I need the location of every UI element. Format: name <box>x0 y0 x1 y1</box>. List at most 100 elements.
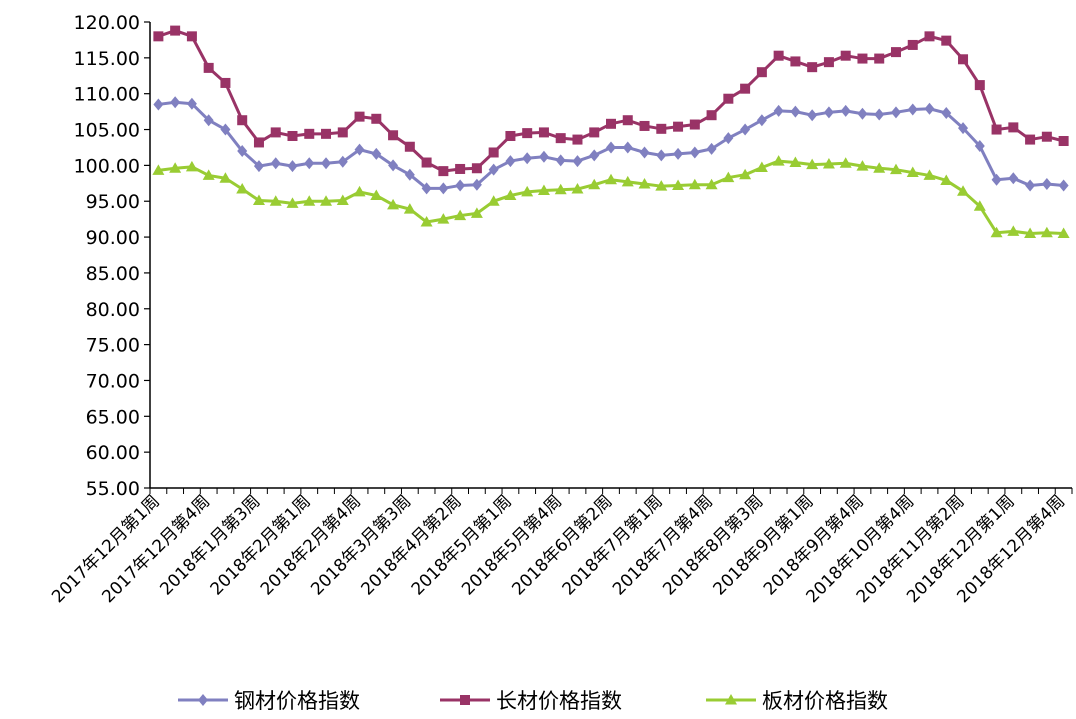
data-point <box>890 106 901 119</box>
data-point <box>186 97 197 110</box>
data-point <box>706 142 717 155</box>
data-point <box>455 179 466 192</box>
data-point <box>420 216 433 227</box>
y-tick-label: 80.00 <box>86 299 140 321</box>
data-point <box>371 113 382 124</box>
data-point <box>353 185 366 197</box>
data-point <box>656 123 667 134</box>
y-tick-label: 85.00 <box>86 263 140 285</box>
legend: 钢材价格指数 长材价格指数 板材价格指数 <box>178 689 888 713</box>
data-point <box>638 178 651 189</box>
data-point <box>219 172 232 183</box>
data-point <box>957 185 970 196</box>
data-point <box>873 162 886 173</box>
legend-marker <box>198 694 208 706</box>
y-tick-label: 55.00 <box>86 478 140 500</box>
data-point <box>203 62 214 73</box>
y-axis-ticks: 55.00 60.00 65.00 70.00 75.00 80.00 85.00 90.00… <box>74 12 150 500</box>
data-point <box>807 109 818 122</box>
data-point <box>354 143 365 156</box>
data-point <box>421 182 432 195</box>
legend-item-2: 长材价格指数 <box>440 689 622 713</box>
data-point <box>924 31 935 42</box>
data-point <box>236 183 249 194</box>
data-point <box>220 123 231 136</box>
data-point <box>454 209 467 221</box>
data-point <box>269 195 282 206</box>
data-point <box>941 107 952 120</box>
data-point <box>387 198 400 210</box>
data-point <box>202 169 215 180</box>
data-point <box>1041 131 1052 142</box>
data-point <box>706 110 717 121</box>
y-tick-label: 65.00 <box>86 406 140 428</box>
data-point <box>220 77 231 88</box>
data-point <box>522 152 533 165</box>
legend-marker <box>725 694 737 705</box>
data-point <box>237 145 248 158</box>
data-point <box>287 160 298 173</box>
data-point <box>606 141 616 154</box>
data-point <box>974 140 985 153</box>
data-point <box>789 156 802 168</box>
data-point <box>889 163 902 175</box>
data-point <box>756 67 767 78</box>
data-point <box>973 200 986 211</box>
data-point <box>639 146 650 159</box>
data-point <box>1025 179 1036 192</box>
data-point <box>186 31 197 42</box>
data-point <box>723 132 734 145</box>
data-point <box>790 105 801 118</box>
data-point <box>723 93 734 104</box>
data-point <box>1058 179 1069 192</box>
data-point <box>605 173 617 185</box>
data-point <box>487 195 500 206</box>
data-point <box>874 108 885 121</box>
data-point <box>153 31 164 42</box>
data-point <box>505 155 516 168</box>
data-point <box>471 163 482 174</box>
data-point <box>388 130 399 141</box>
data-point <box>304 128 315 139</box>
data-point <box>857 53 868 64</box>
data-point <box>856 160 869 171</box>
axes <box>149 22 1072 489</box>
series-line <box>158 159 1064 235</box>
data-point <box>823 57 834 68</box>
data-point <box>354 111 365 122</box>
data-point <box>740 83 751 94</box>
legend-label: 长材价格指数 <box>496 689 622 713</box>
data-point <box>252 194 265 206</box>
data-point <box>806 158 819 170</box>
legend-label: 钢材价格指数 <box>234 689 360 713</box>
y-tick-label: 95.00 <box>86 191 140 213</box>
data-point <box>203 114 214 127</box>
data-point <box>689 119 700 130</box>
data-point <box>673 147 684 160</box>
data-point <box>1008 172 1019 185</box>
data-point <box>673 121 684 132</box>
legend-label: 板材价格指数 <box>762 689 888 713</box>
data-point <box>588 178 601 190</box>
data-point <box>304 157 315 170</box>
series-layer <box>152 25 1070 238</box>
data-point <box>990 226 1003 238</box>
data-point <box>991 124 1002 135</box>
data-point <box>672 179 685 190</box>
data-point <box>320 195 333 206</box>
data-point <box>874 53 885 64</box>
data-point <box>438 166 449 177</box>
y-tick-label: 100.00 <box>74 155 140 177</box>
data-point <box>606 118 616 129</box>
data-point <box>170 96 181 109</box>
data-point <box>722 171 735 183</box>
data-point <box>923 169 936 180</box>
data-point <box>170 25 181 36</box>
data-point <box>756 114 767 127</box>
data-point <box>237 115 248 126</box>
data-point <box>689 146 700 159</box>
data-point <box>521 185 534 197</box>
data-point <box>1057 227 1070 238</box>
legend-marker <box>460 695 470 705</box>
